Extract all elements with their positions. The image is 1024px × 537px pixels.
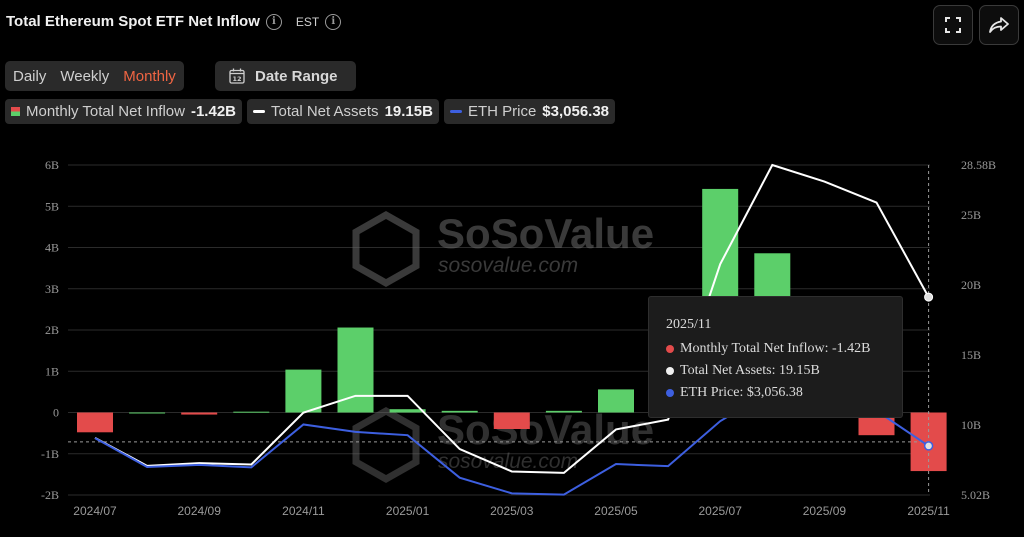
watermark-brand: SoSoValue — [437, 406, 654, 453]
tooltip-dot-price — [666, 389, 674, 397]
inflow-bar — [337, 327, 374, 413]
y-right-tick: 5.02B — [961, 488, 990, 502]
legend-inflow[interactable]: Monthly Total Net Inflow -1.42B — [5, 99, 242, 124]
y-right-tick: 15B — [961, 348, 981, 362]
inflow-bar — [493, 412, 530, 429]
inflow-bar — [129, 412, 166, 414]
tooltip-dot-inflow — [666, 345, 674, 353]
inflow-bar — [389, 409, 426, 413]
info-icon[interactable]: i — [265, 13, 282, 30]
inflow-bar — [441, 410, 478, 413]
y-right-tick: 10B — [961, 418, 981, 432]
inflow-bar — [598, 389, 634, 413]
tooltip-date: 2025/11 — [666, 317, 712, 332]
x-tick: 2024/07 — [73, 504, 117, 518]
tab-daily[interactable]: Daily — [13, 67, 47, 85]
share-button[interactable] — [979, 5, 1019, 45]
title-row: Total Ethereum Spot ETF Net Inflow i EST… — [6, 13, 342, 30]
x-tick: 2025/11 — [907, 504, 950, 518]
assets-line — [94, 163, 930, 474]
y-left-tick: 4B — [45, 241, 59, 255]
watermark-logo-icon — [352, 406, 420, 484]
inflow-bar — [233, 411, 270, 413]
watermark-group: SoSoValuesosovalue.comSoSoValuesosovalue… — [352, 210, 654, 484]
y-right-tick: 25B — [961, 208, 981, 222]
tooltip-price-text: ETH Price: $3,056.38 — [680, 385, 803, 400]
chart-tooltip: 2025/11 Monthly Total Net Inflow: -1.42B… — [648, 296, 903, 418]
x-tick: 2025/07 — [699, 504, 743, 518]
tooltip-row-inflow: Monthly Total Net Inflow: -1.42B — [666, 341, 902, 357]
calendar-icon: 12 — [229, 68, 245, 84]
legend-inflow-label: Monthly Total Net Inflow — [26, 103, 185, 120]
legend-assets-value: 19.15B — [384, 103, 433, 120]
watermark-logo-icon — [352, 210, 420, 288]
chart-title: Total Ethereum Spot ETF Net Inflow — [6, 13, 260, 30]
inflow-bar — [77, 412, 113, 433]
y-left-tick: 2B — [45, 323, 59, 337]
inflow-bar — [285, 369, 322, 413]
y-left-tick: -1B — [41, 447, 59, 461]
y-left-tick: 3B — [45, 282, 59, 296]
y-left-tick: 1B — [45, 364, 59, 378]
share-icon — [989, 17, 1009, 33]
legend-assets[interactable]: Total Net Assets 19.15B — [247, 99, 439, 124]
x-tick: 2025/03 — [490, 504, 534, 518]
inflow-swatch — [11, 107, 20, 116]
x-tick: 2025/01 — [386, 504, 430, 518]
legend: Monthly Total Net Inflow -1.42B Total Ne… — [5, 99, 616, 124]
legend-inflow-value: -1.42B — [190, 103, 236, 120]
x-tick: 2024/09 — [178, 504, 222, 518]
y-left-tick: 0 — [53, 406, 59, 420]
y-right-tick: 28.58B — [961, 158, 996, 172]
axes-group: 6B 5B 4B 3B 2B 1B 0 -1B -2B 28.58B 25B 20B 15B 10B 5.0… — [41, 158, 996, 518]
assets-swatch — [253, 110, 265, 113]
x-tick: 2024/11 — [282, 504, 325, 518]
tooltip-row-price: ETH Price: $3,056.38 — [666, 385, 902, 401]
legend-price-label: ETH Price — [467, 103, 537, 120]
tooltip-assets-text: Total Net Assets: 19.15B — [680, 363, 820, 378]
tab-monthly[interactable]: Monthly — [123, 67, 176, 85]
inflow-bar — [181, 412, 218, 415]
assets-marker — [924, 292, 934, 302]
timezone-info-icon[interactable]: i — [325, 13, 342, 30]
legend-price[interactable]: ETH Price $3,056.38 — [443, 99, 616, 124]
y-right-tick: 20B — [961, 278, 981, 292]
legend-price-value: $3,056.38 — [542, 103, 610, 120]
fullscreen-icon — [945, 17, 961, 33]
y-left-tick: 6B — [45, 158, 59, 172]
tab-weekly[interactable]: Weekly — [60, 67, 110, 85]
date-range-label: Date Range — [255, 67, 338, 85]
tooltip-inflow-text: Monthly Total Net Inflow: -1.42B — [680, 341, 871, 356]
watermark-site: sosovalue.com — [438, 254, 578, 277]
price-marker — [923, 441, 934, 451]
y-left-tick: 5B — [45, 199, 59, 213]
svg-text:12: 12 — [232, 75, 241, 83]
range-tabs: Daily Weekly Monthly — [5, 61, 184, 91]
tooltip-row-assets: Total Net Assets: 19.15B — [666, 363, 902, 379]
tooltip-dot-assets — [666, 367, 674, 375]
x-tick: 2025/09 — [803, 504, 847, 518]
watermark-brand: SoSoValue — [437, 210, 654, 257]
legend-assets-label: Total Net Assets — [271, 103, 379, 120]
inflow-bar — [858, 412, 895, 436]
fullscreen-button[interactable] — [933, 5, 973, 45]
inflow-bar — [545, 410, 582, 413]
timezone-label: EST — [295, 14, 320, 29]
date-range-button[interactable]: 12 Date Range — [215, 61, 356, 91]
y-left-tick: -2B — [41, 488, 59, 502]
x-tick: 2025/05 — [594, 504, 638, 518]
price-swatch — [449, 110, 462, 113]
